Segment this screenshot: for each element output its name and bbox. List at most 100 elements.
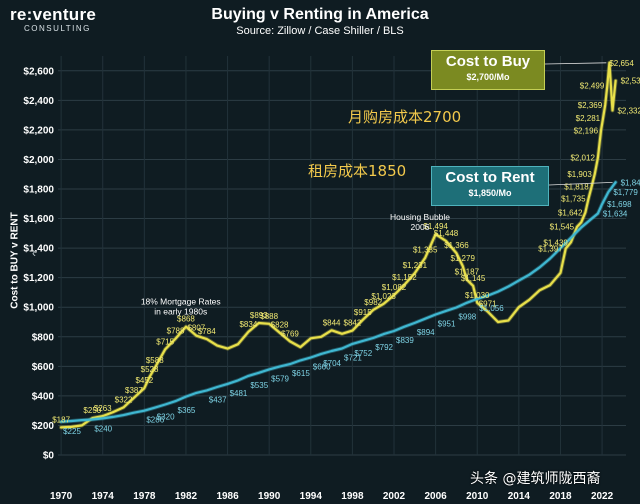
buy-data-label: $842	[344, 319, 362, 328]
rent-data-label: $437	[209, 395, 227, 404]
buy-data-label: $2,369	[578, 101, 603, 110]
y-tick-label: $2,200	[23, 125, 54, 136]
rent-data-label: $579	[271, 374, 289, 383]
buy-callout-title: Cost to Buy	[445, 53, 531, 70]
cost-to-buy-callout: Cost to Buy $2,700/Mo	[431, 50, 545, 90]
rent-data-label: $365	[178, 406, 196, 415]
buy-data-label: $1,397	[538, 245, 563, 254]
rent-data-label: $481	[230, 389, 248, 398]
cost-to-buy-line	[60, 61, 617, 429]
buy-data-label: $1,642	[558, 208, 583, 217]
buy-data-label: $828	[271, 321, 289, 330]
x-tick-label: 1974	[92, 491, 115, 502]
rent-data-label: $752	[354, 349, 372, 358]
brand-name: re:venture	[10, 5, 97, 24]
y-tick-label: $2,000	[23, 155, 54, 166]
chart-subtitle: Source: Zillow / Case Shiller / BLS	[236, 25, 404, 37]
buy-data-label: $528	[141, 365, 159, 374]
buy-data-label: $1,231	[403, 261, 428, 270]
buy-data-label: $2,196	[574, 126, 599, 135]
buy-data-label: $788	[167, 327, 185, 336]
buy-data-label: $2,332	[617, 106, 640, 115]
buy-data-label: $322	[115, 395, 133, 404]
rent-data-label: $225	[63, 427, 81, 436]
rent-callout-pointer	[548, 181, 613, 186]
x-tick-label: 2002	[383, 491, 406, 502]
buy-data-label: $1,187	[455, 268, 480, 277]
buy-data-label: $982	[364, 298, 382, 307]
y-tick-label: $1,000	[23, 303, 54, 314]
x-tick-label: 1994	[300, 491, 323, 502]
buy-data-label: $1,903	[567, 170, 592, 179]
buy-data-label: $868	[177, 315, 195, 324]
buy-data-label: $2,281	[576, 114, 601, 123]
buy-cost-chinese-note: 月购房成本2700	[348, 108, 462, 126]
buy-data-label: $263	[94, 404, 112, 413]
x-tick-label: 2006	[425, 491, 448, 502]
buy-data-label: $1,494	[423, 222, 448, 231]
rent-data-label: $615	[292, 369, 310, 378]
buy-data-label: $1,735	[561, 195, 586, 204]
buy-data-label: $1,448	[434, 229, 459, 238]
rent-data-label: $704	[323, 359, 341, 368]
buy-data-label: $1,152	[392, 273, 417, 282]
buy-data-label: $1,023	[371, 292, 396, 301]
y-tick-label: $1,600	[23, 214, 54, 225]
rent-data-label: $1,634	[603, 210, 628, 219]
y-tick-label: $400	[32, 391, 55, 402]
y-tick-label: $1,200	[23, 273, 54, 284]
buy-data-label: $1,279	[450, 254, 475, 263]
buy-data-label: $893	[250, 311, 268, 320]
buy-data-label: $1,030	[465, 291, 490, 300]
buy-data-label: $715	[156, 337, 174, 346]
buy-data-label: $1,439	[543, 238, 568, 247]
buy-data-label: $834	[239, 320, 257, 329]
x-tick-label: 1998	[341, 491, 364, 502]
bubble-annotation: Housing Bubble	[390, 212, 450, 222]
rent-data-label: $951	[438, 319, 456, 328]
chevron-left-icon[interactable]: ‹	[32, 246, 36, 260]
buy-data-label: $888	[260, 312, 278, 321]
rent-data-label: $286	[146, 416, 164, 425]
x-tick-label: 1978	[133, 491, 156, 502]
rent-data-label: $998	[458, 313, 476, 322]
x-tick-label: 1982	[175, 491, 198, 502]
buy-data-label: $2,654	[609, 59, 634, 68]
chart-title: Buying v Renting in America	[211, 6, 429, 23]
rent-data-label: $320	[157, 413, 175, 422]
buy-data-label: $807	[187, 324, 205, 333]
buy-data-label: $769	[281, 329, 299, 338]
y-tick-label: $2,400	[23, 96, 54, 107]
buy-data-label: $387	[125, 386, 143, 395]
y-tick-label: $200	[32, 421, 55, 432]
buy-data-label: $2,533	[621, 77, 640, 86]
brand-logo: re:venture CONSULTING	[10, 5, 97, 34]
rent-data-label: $839	[396, 336, 414, 345]
buy-callout-value: $2,700/Mo	[466, 72, 510, 82]
rent-data-label: $1,698	[607, 200, 632, 209]
buy-data-label: $187	[52, 415, 70, 424]
bubble-annotation-year: 2006	[411, 222, 430, 232]
y-tick-label: $0	[43, 451, 55, 462]
x-tick-label: 2018	[549, 491, 572, 502]
rent-data-label: $721	[344, 353, 362, 362]
x-tick-label: 1986	[216, 491, 239, 502]
buy-data-label: $1,082	[382, 283, 407, 292]
rent-cost-chinese-note: 租房成本1850	[308, 162, 407, 180]
cost-to-rent-callout: Cost to Rent $1,850/Mo	[431, 166, 549, 206]
buy-data-label: $1,545	[550, 223, 575, 232]
rent-callout-value: $1,850/Mo	[468, 188, 512, 198]
rent-data-label: $1,779	[613, 188, 638, 197]
buy-data-label: $784	[198, 327, 216, 336]
x-tick-label: 1970	[50, 491, 73, 502]
buy-data-label: $588	[146, 356, 164, 365]
buy-data-label: $915	[354, 308, 372, 317]
rent-data-label: $1,056	[479, 304, 504, 313]
buy-data-label: $2,499	[580, 82, 605, 91]
rent-data-label: $660	[313, 362, 331, 371]
rent-data-label: $792	[375, 343, 393, 352]
mortgage-annotation: 18% Mortgage Rates	[141, 296, 221, 306]
buy-data-label: $250	[83, 406, 101, 415]
y-tick-label: $800	[32, 332, 55, 343]
